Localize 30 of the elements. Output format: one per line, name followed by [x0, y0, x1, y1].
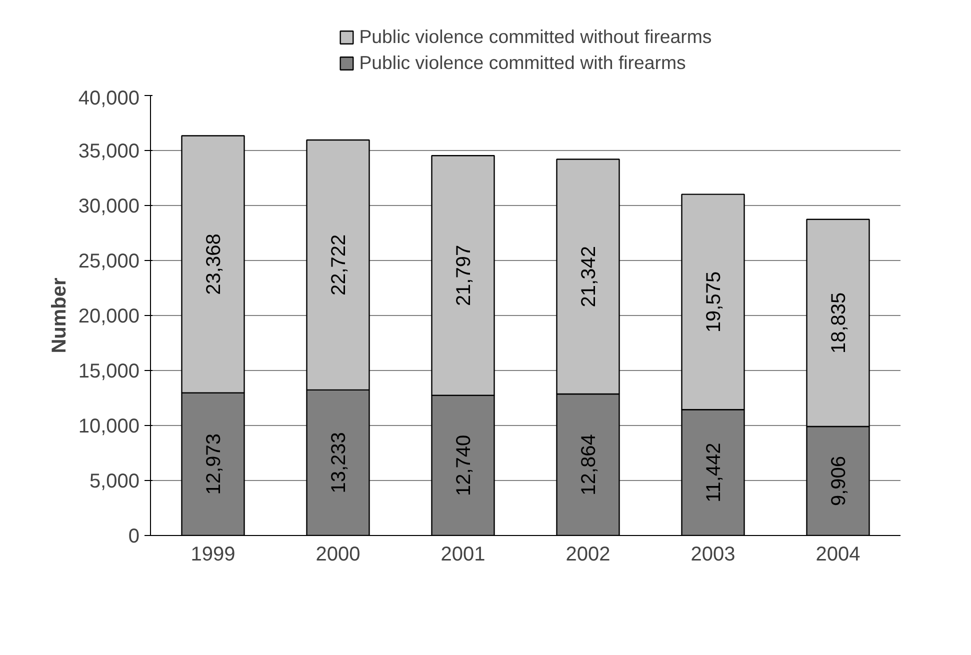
- data-label: 23,368: [203, 234, 225, 295]
- y-tick-label: 0: [128, 526, 140, 548]
- data-label: 12,973: [203, 434, 225, 495]
- x-tick-label: 2000: [316, 544, 360, 566]
- legend-label: Public violence committed without firearms: [359, 26, 712, 48]
- y-tick-label: 25,000: [78, 250, 140, 272]
- x-tick-label: 2001: [440, 544, 486, 566]
- y-tick-label: 5,000: [89, 470, 140, 492]
- y-tick-label: 20,000: [78, 306, 140, 328]
- x-tick-label: 2004: [816, 544, 860, 566]
- y-tick-label: 40,000: [78, 88, 140, 110]
- data-label: 13,233: [328, 432, 350, 494]
- data-label: 12,864: [578, 434, 600, 496]
- x-tick-label: 1999: [190, 544, 236, 566]
- x-tick-label: 2003: [690, 544, 736, 566]
- y-tick-label: 30,000: [78, 196, 140, 218]
- data-label: 18,835: [828, 292, 850, 354]
- y-axis-title: Number: [48, 278, 70, 354]
- data-label: 9,906: [828, 456, 850, 506]
- y-tick-label: 35,000: [78, 140, 140, 162]
- data-label: 12,740: [453, 434, 475, 496]
- legend-label: Public violence committed with firearms: [359, 52, 686, 74]
- data-label: 22,722: [328, 234, 350, 296]
- x-tick-label: 2002: [566, 544, 610, 566]
- y-tick-label: 15,000: [78, 360, 140, 382]
- data-label: 21,342: [578, 246, 600, 308]
- data-label: 19,575: [703, 271, 725, 333]
- data-label: 21,797: [453, 244, 475, 306]
- y-tick-label: 10,000: [78, 416, 140, 438]
- data-label: 11,442: [703, 442, 725, 502]
